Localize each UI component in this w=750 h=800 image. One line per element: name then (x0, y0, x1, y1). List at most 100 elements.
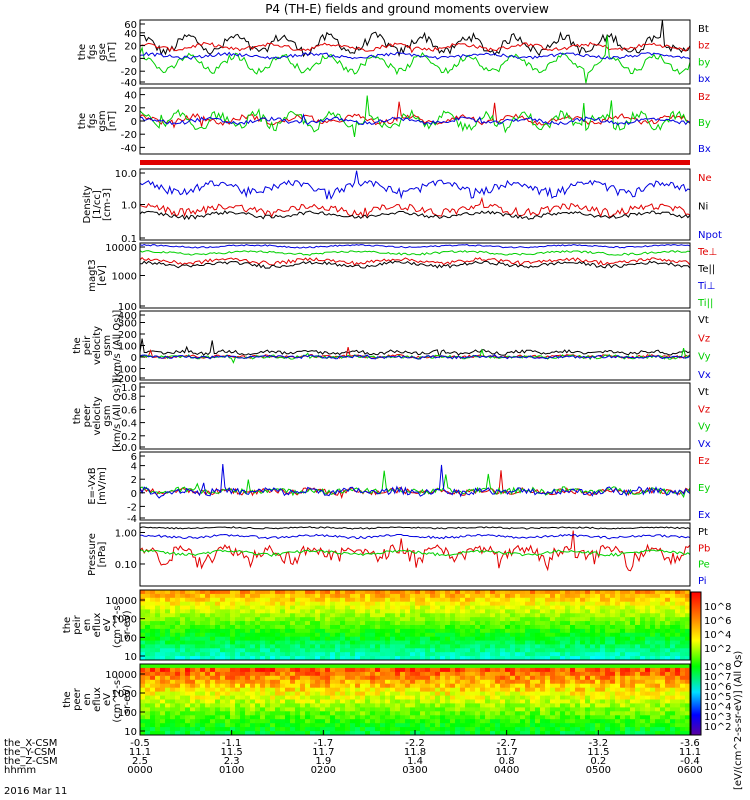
quality-flag-bar (140, 160, 690, 165)
legend-ni: Ni (698, 202, 708, 213)
x-axis-value: 0.8 (499, 756, 515, 767)
y-tick-label: 400 (118, 311, 137, 322)
y-axis-label-line: the (62, 691, 73, 707)
y-axis-label-line: [nT] (107, 111, 118, 131)
y-tick-label: 100 (118, 302, 137, 313)
x-axis-row-label: hhmm (4, 765, 36, 776)
y-axis-label-line: eV (102, 618, 113, 631)
series-line-pi (140, 533, 690, 540)
y-tick-label: 1000 (112, 615, 137, 626)
y-axis-label-line: the (77, 44, 88, 60)
series-line-ey (140, 470, 690, 499)
panel-6: 64 2 0 -2-4 E=-VxB [mV/m] Ez Ey Ex (87, 451, 710, 525)
legend-npot: Npot (698, 230, 722, 241)
x-axis-value: -2.7 (497, 738, 517, 749)
y-axis-label-line: [nT] (107, 42, 118, 62)
legend-te: Te|| (697, 264, 715, 275)
legend-bt: Bt (698, 24, 709, 35)
spectrogram-8 (140, 590, 690, 660)
y-tick-label: 1000 (112, 689, 137, 700)
series-line-bz (140, 101, 690, 129)
colorbar-tick-label: 10^3 (704, 712, 731, 723)
figure-title: P4 (TH-E) fields and ground moments over… (265, 2, 549, 16)
y-tick-label: 10 (124, 727, 137, 738)
panel-2: 10.0 1.0 0.1 Density [1/cc] [cm-3] Ne Ni Npot (82, 168, 722, 245)
y-axis-label-line: gsm (97, 110, 108, 131)
legend-ti: Ti⊥ (697, 281, 715, 292)
series-line-npot (140, 170, 690, 200)
colorbar-tick-label: 10^2 (704, 644, 731, 655)
x-axis-value: -0.5 (130, 738, 150, 749)
x-axis-value: -1.7 (314, 738, 334, 749)
y-tick-label: -200 (114, 374, 137, 385)
series-line-bx (140, 113, 690, 126)
legend-ti: Ti|| (697, 298, 713, 309)
legend-ne: Ne (698, 173, 712, 184)
y-axis-label-line: the (72, 337, 83, 353)
y-axis-label-line: peir (72, 614, 83, 634)
y-tick-label: 1.0 (121, 383, 137, 394)
x-axis-value: 1.9 (315, 756, 331, 767)
panel-3: 10000 1000 100 magt3 [eV] Te⊥ Te|| Ti⊥ Ti|| (87, 242, 717, 313)
legend-te: Te⊥ (697, 247, 717, 258)
series-line-by (140, 35, 690, 84)
y-axis-label-line: eflux (92, 687, 103, 712)
y-axis-label-line: magt3 (87, 259, 98, 292)
series-line-pt (140, 526, 690, 530)
y-tick-label: 10.0 (115, 169, 137, 180)
series-line-vt (140, 338, 690, 359)
y-axis-label-line: gsm (102, 405, 113, 426)
x-axis-value: 1.4 (407, 756, 423, 767)
legend-bx: Bx (698, 144, 711, 155)
y-tick-label: 0 (131, 54, 137, 65)
date-label: 2016 Mar 11 (4, 786, 67, 797)
y-tick-label: 0.8 (121, 392, 137, 403)
series-line-te (140, 256, 690, 267)
colorbar-scale (690, 591, 702, 736)
colorbar-tick-label: 10^2 (704, 722, 731, 733)
x-axis-value: 0200 (311, 765, 336, 776)
y-tick-label: 0 (131, 489, 137, 500)
y-tick-label: 100 (118, 708, 137, 719)
series-line-ex (140, 463, 690, 499)
x-axis-value: 0000 (127, 765, 152, 776)
panel-1: 40 20 0 -20 -40 the fgs gsm [nT] Bz By Bx (77, 87, 711, 155)
colorbar-tick-label: 10^6 (704, 682, 731, 693)
legend-vy: Vy (698, 422, 711, 433)
y-tick-label: 40 (124, 29, 137, 40)
y-axis-label-line: [cm-3] (102, 188, 113, 221)
y-axis-label-line: Pressure (87, 533, 98, 576)
x-axis-row-label: the_X-CSM (4, 738, 57, 749)
y-tick-label: -20 (121, 67, 137, 78)
y-axis-label-line: en (82, 693, 93, 706)
colorbar-tick-label: 10^4 (704, 702, 731, 713)
y-tick-label: 200 (118, 330, 137, 341)
y-tick-label: 0.2 (121, 432, 137, 443)
y-tick-label: 2 (131, 475, 137, 486)
y-axis-label: the peir en eflux eV (cm^2-s-sr-eV) (62, 601, 133, 648)
x-axis-value: -1.1 (222, 738, 242, 749)
x-axis-value: 11.5 (221, 747, 243, 758)
colorbar-label: [eV/(cm^2-s-sr-eV)] (All Qs) (733, 651, 744, 790)
legend-vx: Vx (698, 439, 711, 450)
legend-vx: Vx (698, 370, 711, 381)
legend-bz: bz (698, 41, 710, 52)
spectrogram-9 (140, 664, 690, 735)
y-axis-label-line: [mV/m] (97, 467, 108, 505)
series-line-bt (140, 20, 690, 58)
y-axis-label-line: (cm^2-s- (112, 601, 123, 648)
x-axis-row-label: the_Z-CSM (4, 756, 58, 767)
x-axis-value: 0400 (494, 765, 519, 776)
series-line-bx (140, 51, 690, 60)
y-tick-label: 1.00 (115, 528, 137, 539)
x-axis-value: 11.1 (129, 747, 151, 758)
x-axis-value: 0300 (402, 765, 427, 776)
legend-bx: bx (698, 74, 710, 85)
x-axis-value: -2.2 (405, 738, 425, 749)
y-axis-label-line: E=-VxB (87, 467, 98, 504)
y-tick-label: -2 (127, 502, 137, 513)
series-line-te (140, 260, 690, 269)
series-line-bz (140, 41, 690, 54)
y-axis-label: the fgs gse [nT] (77, 42, 118, 62)
y-tick-label: 300 (118, 319, 137, 330)
